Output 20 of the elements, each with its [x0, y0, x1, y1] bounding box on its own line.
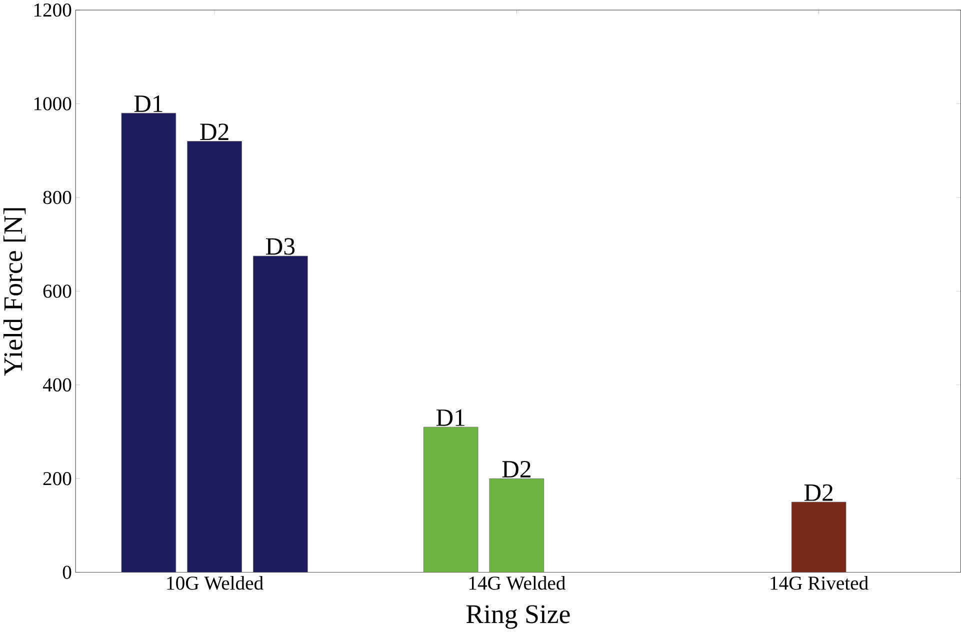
x-tick-label: 10G Welded	[167, 576, 264, 590]
x-tick-label: 14G Riveted	[770, 576, 868, 590]
x-tick-label: 14G Welded	[469, 576, 566, 590]
text: D2	[804, 484, 833, 501]
y-tick-label: 1000	[34, 97, 72, 110]
y-tick-label: 600	[43, 284, 72, 298]
y-tick-label: 200	[43, 472, 72, 486]
y-tick-label: 800	[43, 190, 72, 204]
bar	[253, 256, 308, 572]
y-tick-label: 1200	[34, 3, 72, 17]
text: D1	[436, 409, 464, 426]
text: D2	[502, 460, 530, 478]
y-axis-title: Yield Force [N]	[3, 208, 26, 376]
series-label: D3	[266, 238, 295, 255]
y-tick-label: 0	[62, 566, 72, 579]
series-label: D2	[200, 123, 228, 140]
y-tick-label: 400	[42, 378, 72, 392]
bar	[791, 502, 846, 572]
x-axis-title: Ring Size	[466, 605, 570, 629]
series-label: D1	[134, 95, 162, 112]
